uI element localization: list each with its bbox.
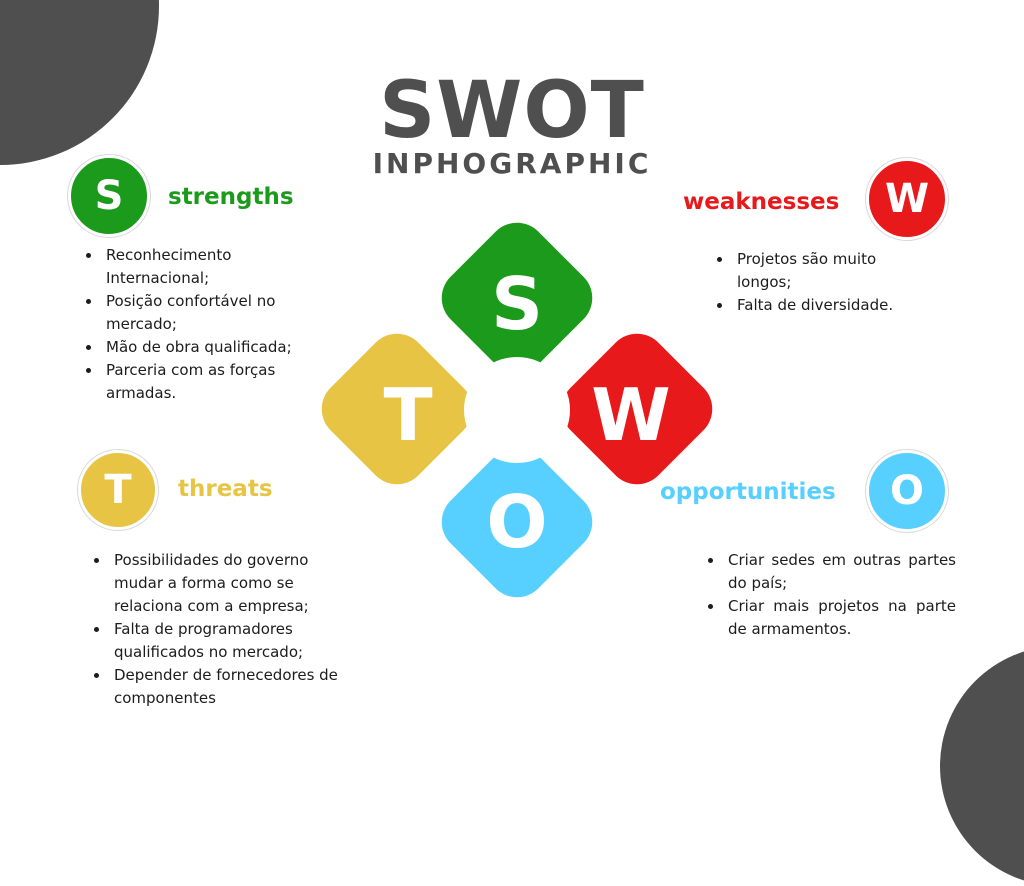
- list-item: Criar mais projetos na parte de armament…: [724, 595, 956, 641]
- page-subtitle: INPHOGRAPHIC: [372, 147, 652, 180]
- list-item: Reconhecimento Internacional;: [102, 244, 328, 290]
- strengths-list: Reconhecimento Internacional; Posição co…: [84, 244, 328, 405]
- threats-badge: T: [78, 450, 158, 530]
- list-item: Posição confortável no mercado;: [102, 290, 328, 336]
- diamond-letter-o: O: [486, 480, 548, 564]
- list-item: Falta de programadores qualificados no m…: [110, 618, 346, 664]
- list-item: Mão de obra qualificada;: [102, 336, 328, 359]
- diamond-letter-t: T: [383, 373, 433, 457]
- diamond-letter-w: W: [591, 373, 671, 457]
- diamond-center-hub: [464, 357, 570, 463]
- opportunities-label: opportunities: [660, 479, 836, 505]
- strengths-badge: S: [68, 155, 150, 237]
- weaknesses-label: weaknesses: [683, 189, 840, 215]
- threats-label: threats: [178, 476, 273, 502]
- decorative-circle-top-left: [0, 0, 159, 165]
- strengths-label: strengths: [168, 184, 294, 210]
- list-item: Parceria com as forças armadas.: [102, 359, 328, 405]
- list-item: Falta de diversidade.: [733, 294, 933, 317]
- list-item: Depender de fornecedores de componentes: [110, 664, 346, 710]
- opportunities-badge: O: [866, 450, 948, 532]
- list-item: Possibilidades do governo mudar a forma …: [110, 549, 346, 618]
- list-item: Criar sedes em outras partes do país;: [724, 549, 956, 595]
- weaknesses-list: Projetos são muito longos; Falta de dive…: [715, 248, 933, 317]
- threats-list: Possibilidades do governo mudar a forma …: [92, 549, 346, 710]
- opportunities-list: Criar sedes em outras partes do país; Cr…: [706, 549, 956, 641]
- page-title: SWOT: [379, 66, 645, 156]
- weaknesses-badge: W: [866, 158, 948, 240]
- list-item: Projetos são muito longos;: [733, 248, 933, 294]
- diamond-letter-s: S: [491, 262, 543, 346]
- decorative-circle-bottom-right: [940, 646, 1024, 886]
